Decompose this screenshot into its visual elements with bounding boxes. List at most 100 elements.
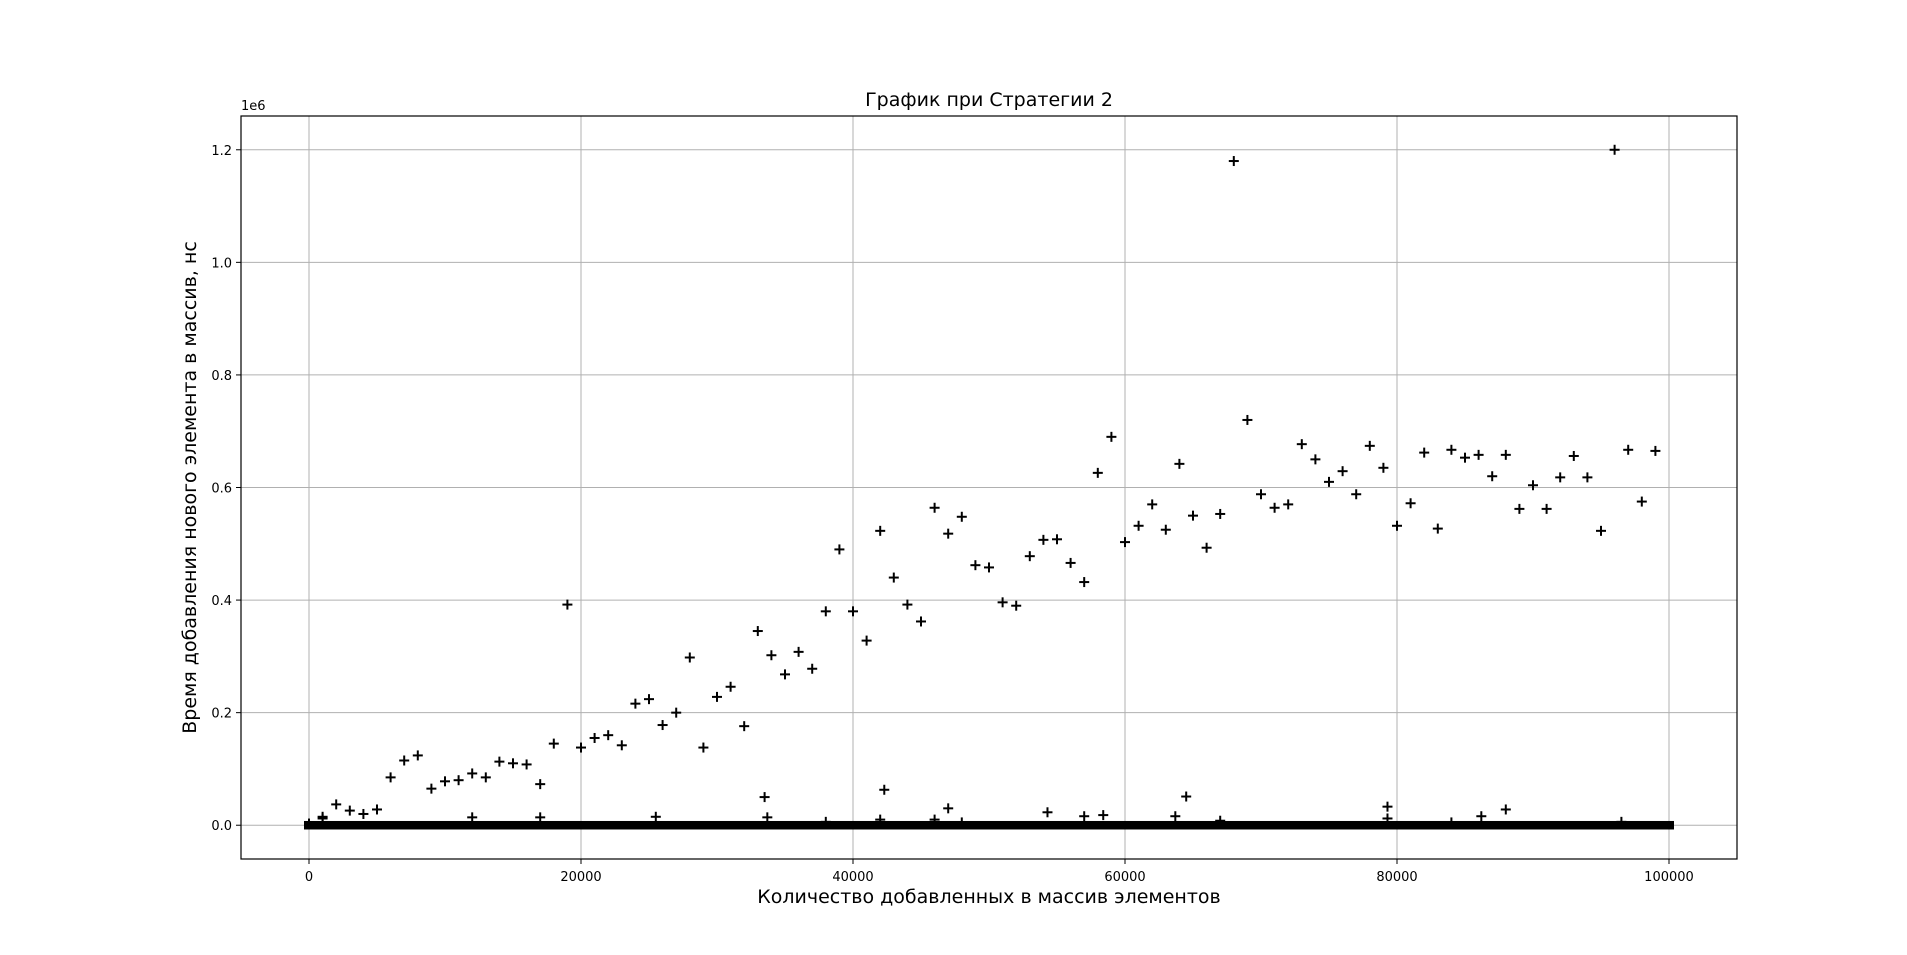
data-point (739, 721, 750, 732)
data-point (1636, 496, 1647, 507)
data-point (1120, 537, 1130, 548)
data-point (888, 572, 899, 583)
data-point (1528, 480, 1538, 491)
data-point (1446, 444, 1457, 455)
data-point (1460, 452, 1470, 463)
data-point (698, 742, 709, 753)
data-point (412, 750, 423, 761)
x-tick-label: 0 (305, 870, 313, 885)
data-point (1364, 440, 1375, 451)
data-point (467, 768, 478, 779)
data-point (1283, 499, 1294, 510)
data-point (440, 776, 450, 787)
data-point (875, 814, 886, 825)
x-tick-label: 100000 (1644, 870, 1694, 885)
data-point (970, 560, 981, 571)
data-point (1174, 458, 1185, 469)
data-point (372, 804, 382, 815)
data-point (1616, 816, 1627, 827)
data-point (1042, 807, 1053, 818)
data-point (304, 818, 314, 829)
data-point (1296, 439, 1307, 450)
data-point (1382, 801, 1393, 812)
grid-lines (241, 116, 1737, 859)
data-point (834, 544, 845, 555)
y-tick-label: 1.0 (211, 256, 232, 271)
data-point (1133, 520, 1144, 531)
data-point (943, 803, 954, 814)
data-point (916, 616, 926, 627)
data-point (929, 502, 940, 513)
data-point (807, 663, 818, 674)
data-point (766, 650, 777, 661)
data-point (1596, 525, 1606, 536)
data-point (1052, 534, 1062, 545)
data-point (984, 562, 994, 573)
data-point (671, 707, 682, 718)
baseline-band (304, 820, 1674, 830)
data-point (535, 812, 546, 823)
data-point (1092, 467, 1103, 478)
data-point (1160, 524, 1171, 535)
data-point (902, 599, 913, 610)
data-point (399, 755, 410, 766)
data-point (1106, 431, 1117, 442)
chart-title: График при Стратегии 2 (865, 89, 1113, 111)
data-point (589, 732, 600, 743)
data-point (630, 698, 641, 709)
axis-ticks: 0 20000 40000 60000 80000 100000 0.0 0.2 0.4 0.6 0… (211, 144, 1694, 885)
x-tick-label: 40000 (832, 870, 873, 885)
data-point (1378, 462, 1389, 473)
data-point (1382, 813, 1393, 824)
data-point (1514, 503, 1525, 514)
data-point (358, 808, 369, 819)
data-point (1215, 815, 1226, 826)
data-point (426, 783, 437, 794)
data-point (1038, 534, 1049, 545)
x-tick-label: 20000 (560, 870, 601, 885)
data-point (956, 511, 967, 522)
y-tick-label: 1.2 (211, 144, 232, 159)
data-point (1324, 476, 1334, 487)
data-point (657, 720, 668, 731)
data-point (1419, 447, 1430, 458)
data-point (521, 759, 532, 770)
data-point (780, 669, 790, 680)
data-point (576, 742, 586, 753)
data-point (644, 694, 654, 705)
data-point (1188, 510, 1198, 521)
data-point (1609, 144, 1620, 155)
baseline-points-band (304, 820, 1674, 830)
data-point (467, 812, 478, 823)
data-point (793, 646, 804, 657)
data-point (879, 784, 890, 795)
data-point (1024, 551, 1035, 562)
y-tick-label: 0.6 (211, 482, 232, 497)
data-point (1310, 454, 1321, 465)
data-point (548, 738, 559, 749)
data-point (759, 792, 770, 803)
data-point (1555, 472, 1566, 483)
data-point (848, 606, 858, 617)
data-point (1405, 498, 1416, 509)
data-point (1098, 810, 1109, 821)
data-point (1181, 791, 1192, 802)
data-point (1582, 472, 1593, 483)
data-points (304, 144, 1661, 829)
data-point (1215, 508, 1226, 519)
data-point (820, 606, 831, 617)
data-point (1392, 520, 1402, 531)
data-point (1337, 466, 1348, 477)
data-point (1170, 811, 1181, 822)
data-point (861, 635, 872, 646)
y-axis-label: Время добавления нового элемента в масси… (179, 241, 201, 734)
data-point (875, 525, 886, 536)
data-point (929, 814, 940, 825)
x-tick-label: 80000 (1376, 870, 1417, 885)
data-point (616, 740, 627, 751)
data-point (1065, 557, 1076, 568)
y-tick-label: 0.0 (211, 819, 232, 834)
x-tick-label: 60000 (1104, 870, 1145, 885)
data-point (1242, 414, 1253, 425)
